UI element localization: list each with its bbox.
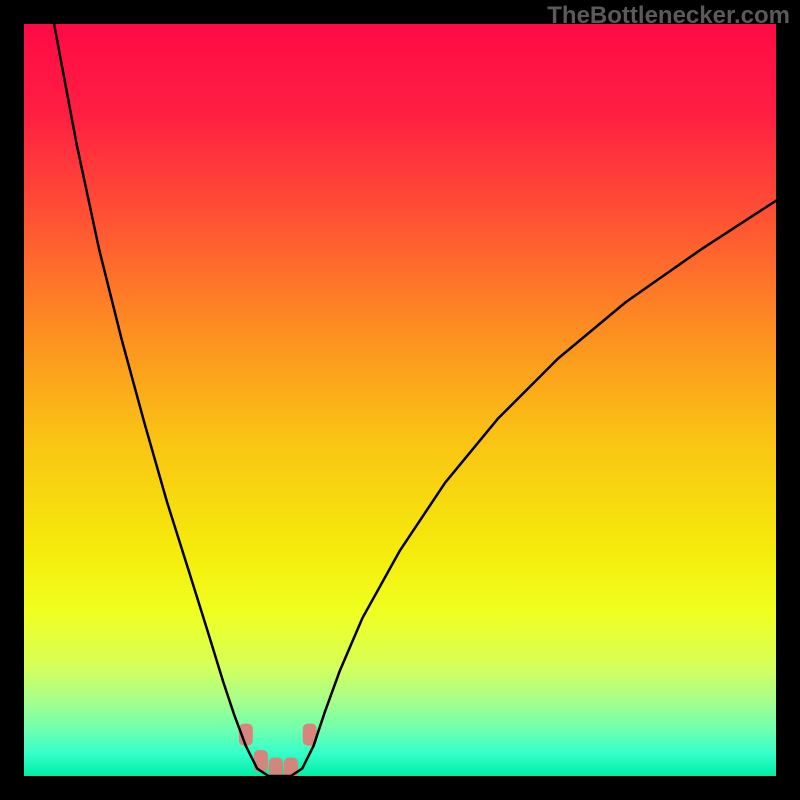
plot-area xyxy=(24,24,776,776)
chart-background xyxy=(24,24,776,776)
bottleneck-curve-chart xyxy=(24,24,776,776)
figure-frame: TheBottlenecker.com xyxy=(0,0,800,800)
highlight-marker xyxy=(269,757,283,776)
